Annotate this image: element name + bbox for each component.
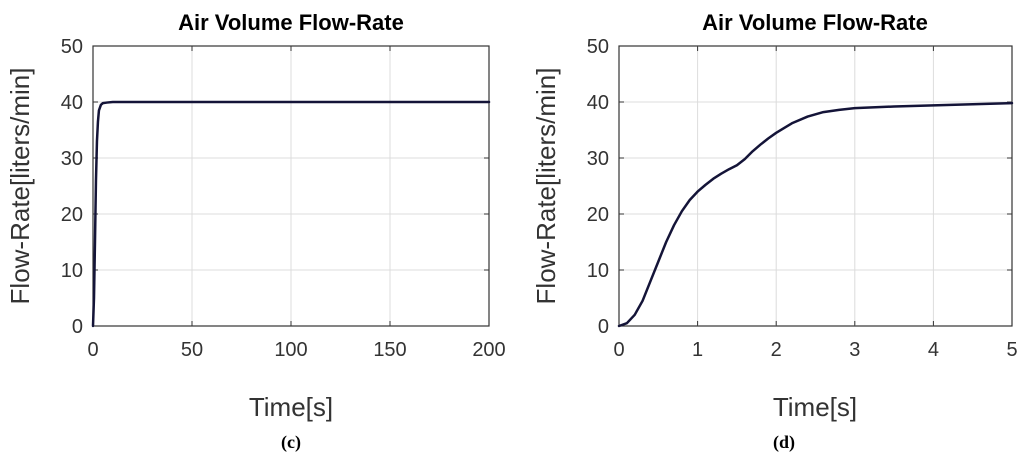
y-tick-label: 30 bbox=[587, 148, 609, 170]
x-tick-label: 50 bbox=[181, 339, 203, 361]
y-axis-label: Flow-Rate[liters/min] bbox=[531, 68, 561, 305]
y-tick-label: 0 bbox=[598, 316, 609, 338]
y-tick-label: 20 bbox=[587, 204, 609, 226]
panel-label: (d) bbox=[773, 432, 795, 453]
x-tick-labels: 0 50 100 150 200 bbox=[87, 339, 505, 361]
y-tick-label: 0 bbox=[72, 316, 83, 338]
x-tick-label: 4 bbox=[928, 339, 939, 361]
y-axis-label: Flow-Rate[liters/min] bbox=[5, 68, 35, 305]
panel-label-text: (d) bbox=[773, 432, 795, 453]
x-axis-label: Time[s] bbox=[773, 392, 857, 422]
panel-label-text: (c) bbox=[281, 432, 301, 453]
x-tick-labels: 0 1 2 3 4 5 bbox=[613, 339, 1017, 361]
x-tick-label: 2 bbox=[771, 339, 782, 361]
chart-title: Air Volume Flow-Rate bbox=[178, 10, 404, 35]
series-line bbox=[91, 100, 491, 328]
y-tick-label: 40 bbox=[587, 92, 609, 114]
panel-label: (c) bbox=[281, 432, 301, 453]
x-tick-label: 200 bbox=[472, 339, 505, 361]
x-axis-label: Time[s] bbox=[249, 392, 333, 422]
x-tick-label: 100 bbox=[274, 339, 307, 361]
chart-panel-c: 0 50 100 150 200 0 10 20 30 40 50 Air Volume Flow… bbox=[5, 10, 506, 453]
y-tick-label: 20 bbox=[61, 204, 83, 226]
gridlines bbox=[619, 46, 1012, 326]
y-tick-label: 10 bbox=[587, 260, 609, 282]
y-tick-label: 50 bbox=[61, 36, 83, 58]
y-tick-label: 50 bbox=[587, 36, 609, 58]
x-tick-label: 1 bbox=[692, 339, 703, 361]
series-line bbox=[617, 101, 1014, 328]
x-tick-label: 0 bbox=[87, 339, 98, 361]
x-tick-label: 3 bbox=[849, 339, 860, 361]
y-tick-labels: 0 10 20 30 40 50 bbox=[61, 36, 83, 338]
plot-area bbox=[618, 45, 1013, 327]
chart-title: Air Volume Flow-Rate bbox=[702, 10, 928, 35]
y-tick-labels: 0 10 20 30 40 50 bbox=[587, 36, 609, 338]
x-tick-label: 5 bbox=[1006, 339, 1017, 361]
y-tick-label: 30 bbox=[61, 148, 83, 170]
y-tick-label: 10 bbox=[61, 260, 83, 282]
x-tick-label: 0 bbox=[613, 339, 624, 361]
y-tick-label: 40 bbox=[61, 92, 83, 114]
x-tick-label: 150 bbox=[373, 339, 406, 361]
